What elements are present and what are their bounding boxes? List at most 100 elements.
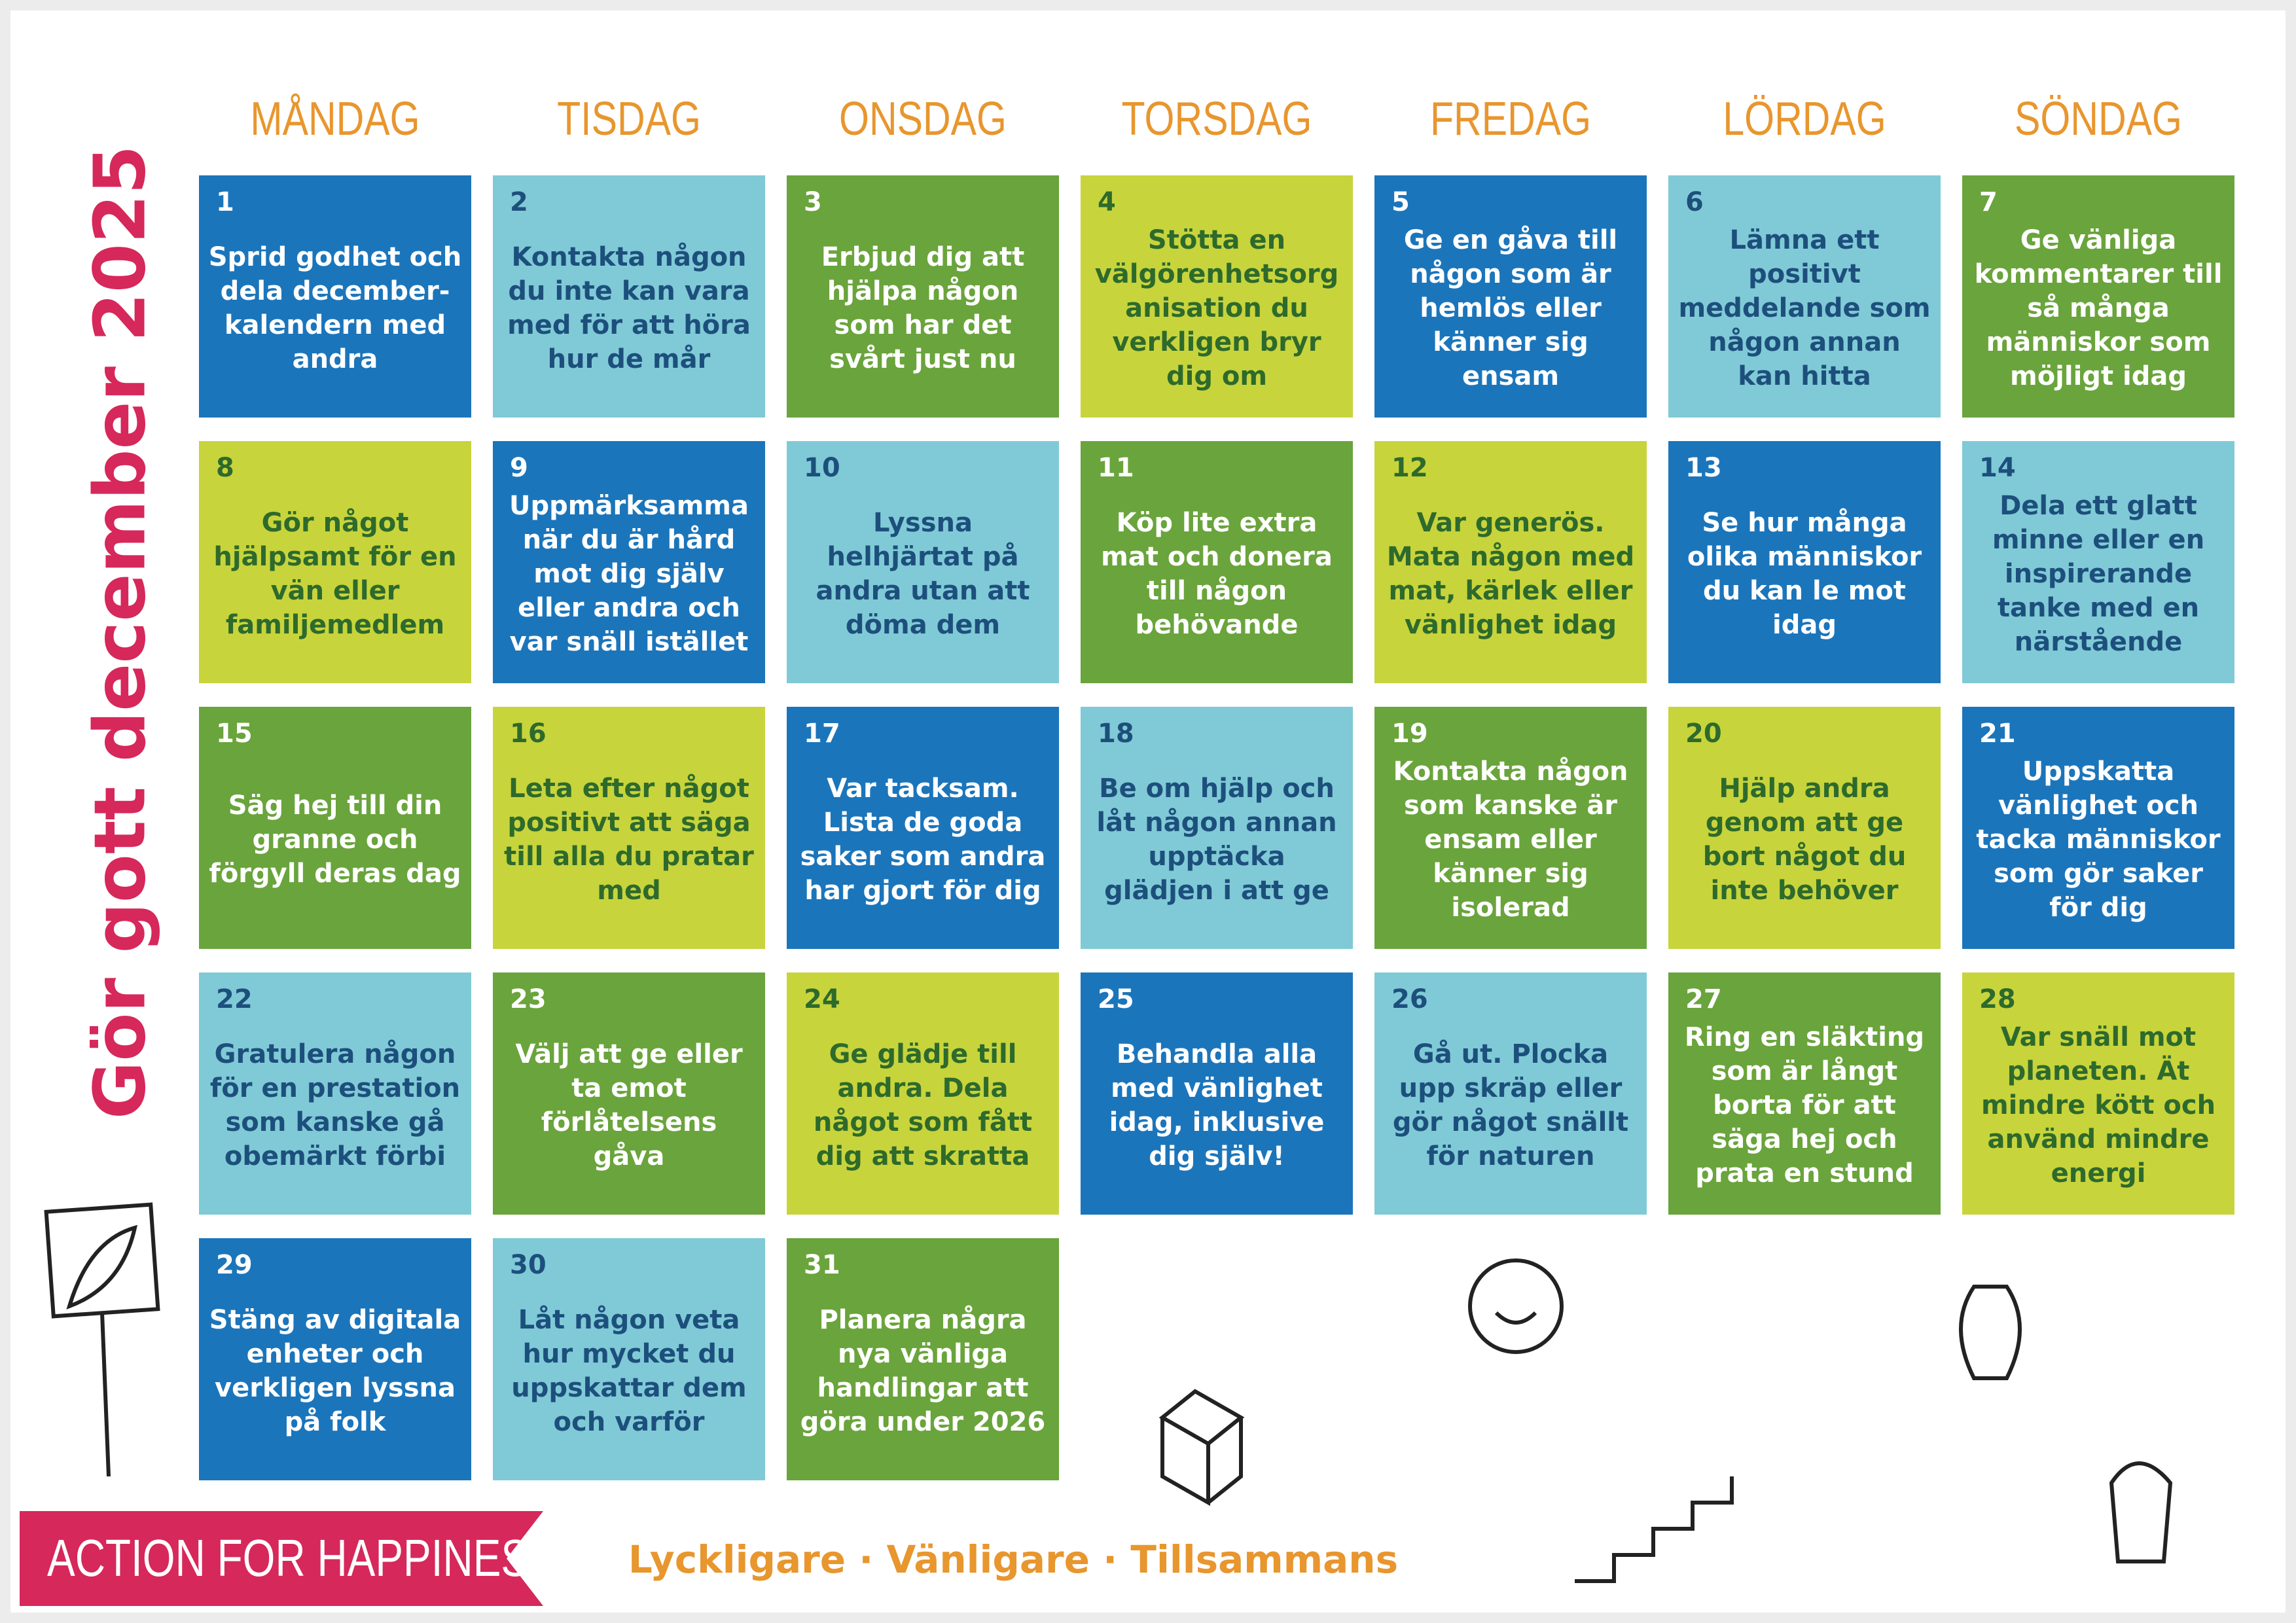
day-number: 4 <box>1098 187 1116 217</box>
day-text: Uppmärksamma när du är hård mot dig själ… <box>509 491 749 657</box>
day-number: 16 <box>510 719 547 749</box>
weekday-header: FREDAG <box>1429 93 1592 145</box>
day-text: Var tacksam. Lista de goda saker som and… <box>800 774 1046 906</box>
brand: ACTION FOR HAPPINESS <box>47 1529 557 1587</box>
day-cell: 6 Lämna ett positivt meddelande som någon… <box>1668 175 1941 418</box>
day-cell: 14 Dela ett glatt minne eller en inspirer… <box>1962 441 2234 683</box>
day-cell: 17 Var tacksam. Lista de goda saker som a… <box>787 707 1059 949</box>
day-cell: 7 Ge vänliga kommentarer till så många mä… <box>1962 175 2234 418</box>
day-number: 24 <box>804 984 840 1014</box>
day-number: 27 <box>1685 984 1722 1014</box>
day-number: 7 <box>1979 187 1998 217</box>
day-text: Ge vänliga kommentarer till så många män… <box>1974 225 2223 391</box>
day-number: 10 <box>804 453 840 483</box>
weekday-header: ONSDAG <box>839 93 1007 145</box>
day-text: Se hur många olika människor du kan le m… <box>1687 508 1922 640</box>
day-number: 1 <box>216 187 234 217</box>
day-number: 26 <box>1391 984 1428 1014</box>
day-text: Ge en gåva till någon som är hemlös elle… <box>1403 225 1618 391</box>
day-text: Behandla alla med vänlighet idag, inklus… <box>1109 1039 1325 1171</box>
day-cell: 22 Gratulera någon för en prestation som … <box>199 972 471 1215</box>
weekday-header: SÖNDAG <box>2015 93 2182 145</box>
day-number: 14 <box>1979 453 2016 483</box>
day-number: 18 <box>1098 719 1134 749</box>
weekday-header: MÅNDAG <box>250 93 420 145</box>
day-text: Erbjud dig att hjälpa någon som har det … <box>821 242 1025 374</box>
day-text: Kontakta någon som kanske är ensam eller… <box>1393 757 1628 923</box>
day-text: Be om hjälp och låt någon annan upptäcka… <box>1096 774 1337 906</box>
weekday-header: TORSDAG <box>1121 93 1312 145</box>
day-cell: 24 Ge glädje till andra. Dela något som f… <box>787 972 1059 1215</box>
day-cell: 15 Säg hej till din granne och förgyll de… <box>199 707 471 949</box>
day-text: Sprid godhet och dela december-kalendern… <box>208 242 462 374</box>
day-cell: 31 Planera några nya vänliga handlingar a… <box>787 1238 1059 1480</box>
day-number: 11 <box>1098 453 1134 483</box>
day-cell: 23 Välj att ge eller ta emot förlåtelsens… <box>493 972 765 1215</box>
weekday-header: TISDAG <box>557 93 701 145</box>
day-number: 12 <box>1391 453 1428 483</box>
day-cell: 27 Ring en släkting som är långt borta fö… <box>1668 972 1941 1215</box>
day-text: Gör något hjälpsamt för en vän eller fam… <box>213 508 457 640</box>
day-text: Säg hej till din granne och förgyll dera… <box>209 791 461 889</box>
day-text: Ring en släkting som är långt borta för … <box>1684 1022 1925 1188</box>
day-cell: 13 Se hur många olika människor du kan le… <box>1668 441 1941 683</box>
day-cell: 2 Kontakta någon du inte kan vara med för… <box>493 175 765 418</box>
day-cell: 18 Be om hjälp och låt någon annan upptäc… <box>1081 707 1353 949</box>
day-text: Gå ut. Plocka upp skräp eller gör något … <box>1392 1039 1629 1171</box>
day-text: Uppskatta vänlighet och tacka människor … <box>1976 757 2221 923</box>
day-number: 20 <box>1685 719 1722 749</box>
day-number: 3 <box>804 187 822 217</box>
day-text: Ge glädje till andra. Dela något som fåt… <box>813 1039 1033 1171</box>
day-text: Stötta en välgörenhetsorganisation du ve… <box>1094 225 1339 391</box>
day-cell: 12 Var generös. Mata någon med mat, kärle… <box>1374 441 1647 683</box>
day-text: Var generös. Mata någon med mat, kärlek … <box>1386 508 1635 640</box>
day-cell: 1 Sprid godhet och dela december-kalender… <box>199 175 471 418</box>
day-cell: 19 Kontakta någon som kanske är ensam ell… <box>1374 707 1647 949</box>
day-number: 31 <box>804 1250 840 1280</box>
day-number: 22 <box>216 984 253 1014</box>
day-number: 6 <box>1685 187 1704 217</box>
day-number: 5 <box>1391 187 1410 217</box>
day-cell: 16 Leta efter något positivt att säga til… <box>493 707 765 949</box>
day-number: 23 <box>510 984 547 1014</box>
day-text: Var snäll mot planeten. Ät mindre kött o… <box>1981 1022 2216 1188</box>
day-cell: 26 Gå ut. Plocka upp skräp eller gör någo… <box>1374 972 1647 1215</box>
day-text: Låt någon veta hur mycket du uppskattar … <box>511 1305 747 1437</box>
day-number: 30 <box>510 1250 547 1280</box>
day-text: Köp lite extra mat och donera till någon… <box>1101 508 1333 640</box>
tagline: Lyckligare · Vänligare · Tillsammans <box>628 1537 1399 1582</box>
day-text: Lämna ett positivt meddelande som någon … <box>1678 225 1931 391</box>
title: Gör gott december 2025 <box>79 145 162 1120</box>
day-cell: 5 Ge en gåva till någon som är hemlös ell… <box>1374 175 1647 418</box>
brand-ribbon <box>20 1511 543 1606</box>
day-number: 25 <box>1098 984 1134 1014</box>
day-cell: 29 Stäng av digitala enheter och verklige… <box>199 1238 471 1480</box>
day-text: Stäng av digitala enheter och verkligen … <box>209 1305 461 1437</box>
day-text: Hjälp andra genom att ge bort något du i… <box>1702 774 1907 906</box>
day-number: 19 <box>1391 719 1428 749</box>
day-number: 21 <box>1979 719 2016 749</box>
day-cell: 8 Gör något hjälpsamt för en vän eller fa… <box>199 441 471 683</box>
day-text: Lyssna helhjärtat på andra utan att döma… <box>816 508 1030 640</box>
day-text: Leta efter något positivt att säga till … <box>504 774 754 906</box>
day-number: 28 <box>1979 984 2016 1014</box>
day-cell: 25 Behandla alla med vänlighet idag, inkl… <box>1081 972 1353 1215</box>
day-cell: 20 Hjälp andra genom att ge bort något du… <box>1668 707 1941 949</box>
day-number: 9 <box>510 453 528 483</box>
day-number: 15 <box>216 719 253 749</box>
day-number: 8 <box>216 453 234 483</box>
day-cell: 11 Köp lite extra mat och donera till någ… <box>1081 441 1353 683</box>
day-text: Dela ett glatt minne eller en inspireran… <box>1992 491 2205 657</box>
day-cell: 4 Stötta en välgörenhetsorganisation du v… <box>1081 175 1353 418</box>
day-text: Välj att ge eller ta emot förlåtelsens g… <box>515 1039 743 1171</box>
day-number: 29 <box>216 1250 253 1280</box>
day-cell: 28 Var snäll mot planeten. Ät mindre kött… <box>1962 972 2234 1215</box>
day-cell: 3 Erbjud dig att hjälpa någon som har det… <box>787 175 1059 418</box>
day-cell: 30 Låt någon veta hur mycket du uppskatta… <box>493 1238 765 1480</box>
day-cell: 21 Uppskatta vänlighet och tacka människo… <box>1962 707 2234 949</box>
day-number: 13 <box>1685 453 1722 483</box>
day-text: Gratulera någon för en prestation som ka… <box>209 1039 461 1171</box>
day-number: 17 <box>804 719 840 749</box>
